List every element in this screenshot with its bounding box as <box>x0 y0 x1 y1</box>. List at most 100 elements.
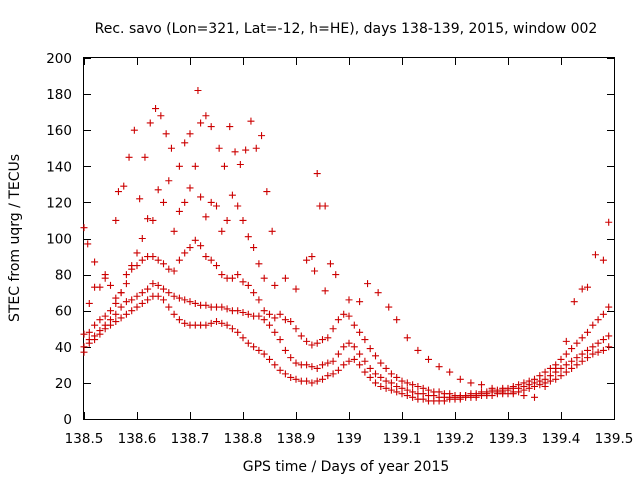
data-point <box>414 383 422 391</box>
data-point <box>133 262 141 270</box>
data-point <box>605 343 613 351</box>
x-tick-label: 138.9 <box>277 431 316 447</box>
data-point <box>297 332 305 340</box>
data-point <box>244 233 252 241</box>
data-point <box>162 130 170 138</box>
data-point <box>356 361 364 369</box>
data-point <box>340 343 348 351</box>
data-point <box>101 325 109 333</box>
data-point <box>345 296 353 304</box>
data-point <box>605 332 613 340</box>
data-point <box>326 260 334 268</box>
data-point <box>361 336 369 344</box>
data-point <box>472 393 480 401</box>
data-point <box>403 392 411 400</box>
data-point <box>250 343 258 351</box>
data-point <box>271 361 279 369</box>
data-point <box>594 348 602 356</box>
data-point <box>568 357 576 365</box>
data-point <box>311 267 319 275</box>
data-point <box>154 292 162 300</box>
data-point <box>340 361 348 369</box>
data-point <box>467 379 475 387</box>
data-point <box>175 316 183 324</box>
data-point <box>313 170 321 178</box>
data-point <box>281 370 289 378</box>
data-point <box>568 345 576 353</box>
data-point <box>313 339 321 347</box>
data-point <box>334 350 342 358</box>
data-point <box>403 334 411 342</box>
data-point <box>313 364 321 372</box>
data-point <box>242 146 250 154</box>
data-point <box>366 373 374 381</box>
data-point <box>207 319 215 327</box>
data-point <box>266 321 273 329</box>
data-point <box>138 299 146 307</box>
data-point <box>345 312 353 320</box>
data-point <box>255 312 263 320</box>
data-point <box>84 240 92 248</box>
data-point <box>125 153 133 161</box>
data-point <box>250 244 258 252</box>
data-point <box>446 368 454 376</box>
data-point <box>117 314 125 322</box>
data-point <box>372 379 379 387</box>
data-point <box>255 346 263 354</box>
data-point <box>584 354 591 362</box>
data-point <box>568 364 576 372</box>
data-point <box>234 271 242 279</box>
data-point <box>160 285 167 293</box>
data-point <box>136 195 144 203</box>
data-point <box>287 373 295 381</box>
data-point <box>329 325 337 333</box>
data-point <box>181 319 189 327</box>
y-tick-label: 60 <box>55 304 72 320</box>
data-point <box>91 336 99 344</box>
data-point <box>605 303 613 311</box>
data-point <box>573 354 581 362</box>
data-point <box>186 298 194 306</box>
data-point <box>382 384 390 392</box>
data-point <box>387 386 395 394</box>
data-point <box>236 160 244 168</box>
data-point <box>266 310 273 318</box>
data-point <box>220 162 228 170</box>
x-tick-label: 139.2 <box>436 431 475 447</box>
data-point <box>202 253 210 261</box>
data-point <box>345 357 353 365</box>
data-point <box>366 345 374 353</box>
data-point <box>504 390 512 398</box>
y-axis: 0 20 40 60 80 100 120 140 160 180 200 <box>46 51 614 428</box>
data-point <box>202 301 210 309</box>
data-point <box>202 213 210 221</box>
data-point <box>589 321 597 329</box>
data-point <box>218 271 226 279</box>
data-point <box>80 348 88 356</box>
data-point <box>96 316 104 324</box>
data-point <box>207 256 215 264</box>
data-point <box>244 310 252 318</box>
data-point <box>425 355 432 363</box>
data-point <box>244 281 252 289</box>
data-point <box>319 361 326 369</box>
data-point <box>594 316 602 324</box>
data-point <box>152 105 160 113</box>
data-point <box>366 364 374 372</box>
data-point <box>319 375 326 383</box>
data-point <box>260 274 268 282</box>
data-point <box>112 310 120 318</box>
data-point <box>213 318 220 326</box>
data-point <box>356 350 364 358</box>
data-point <box>377 383 385 391</box>
data-point <box>197 242 205 250</box>
data-point <box>263 188 271 196</box>
data-point <box>393 373 401 381</box>
data-point <box>546 377 554 385</box>
data-point <box>562 368 570 376</box>
data-point <box>122 298 130 306</box>
data-point <box>409 393 417 401</box>
data-point <box>234 307 242 315</box>
data-point <box>281 274 289 282</box>
data-point <box>557 372 565 380</box>
